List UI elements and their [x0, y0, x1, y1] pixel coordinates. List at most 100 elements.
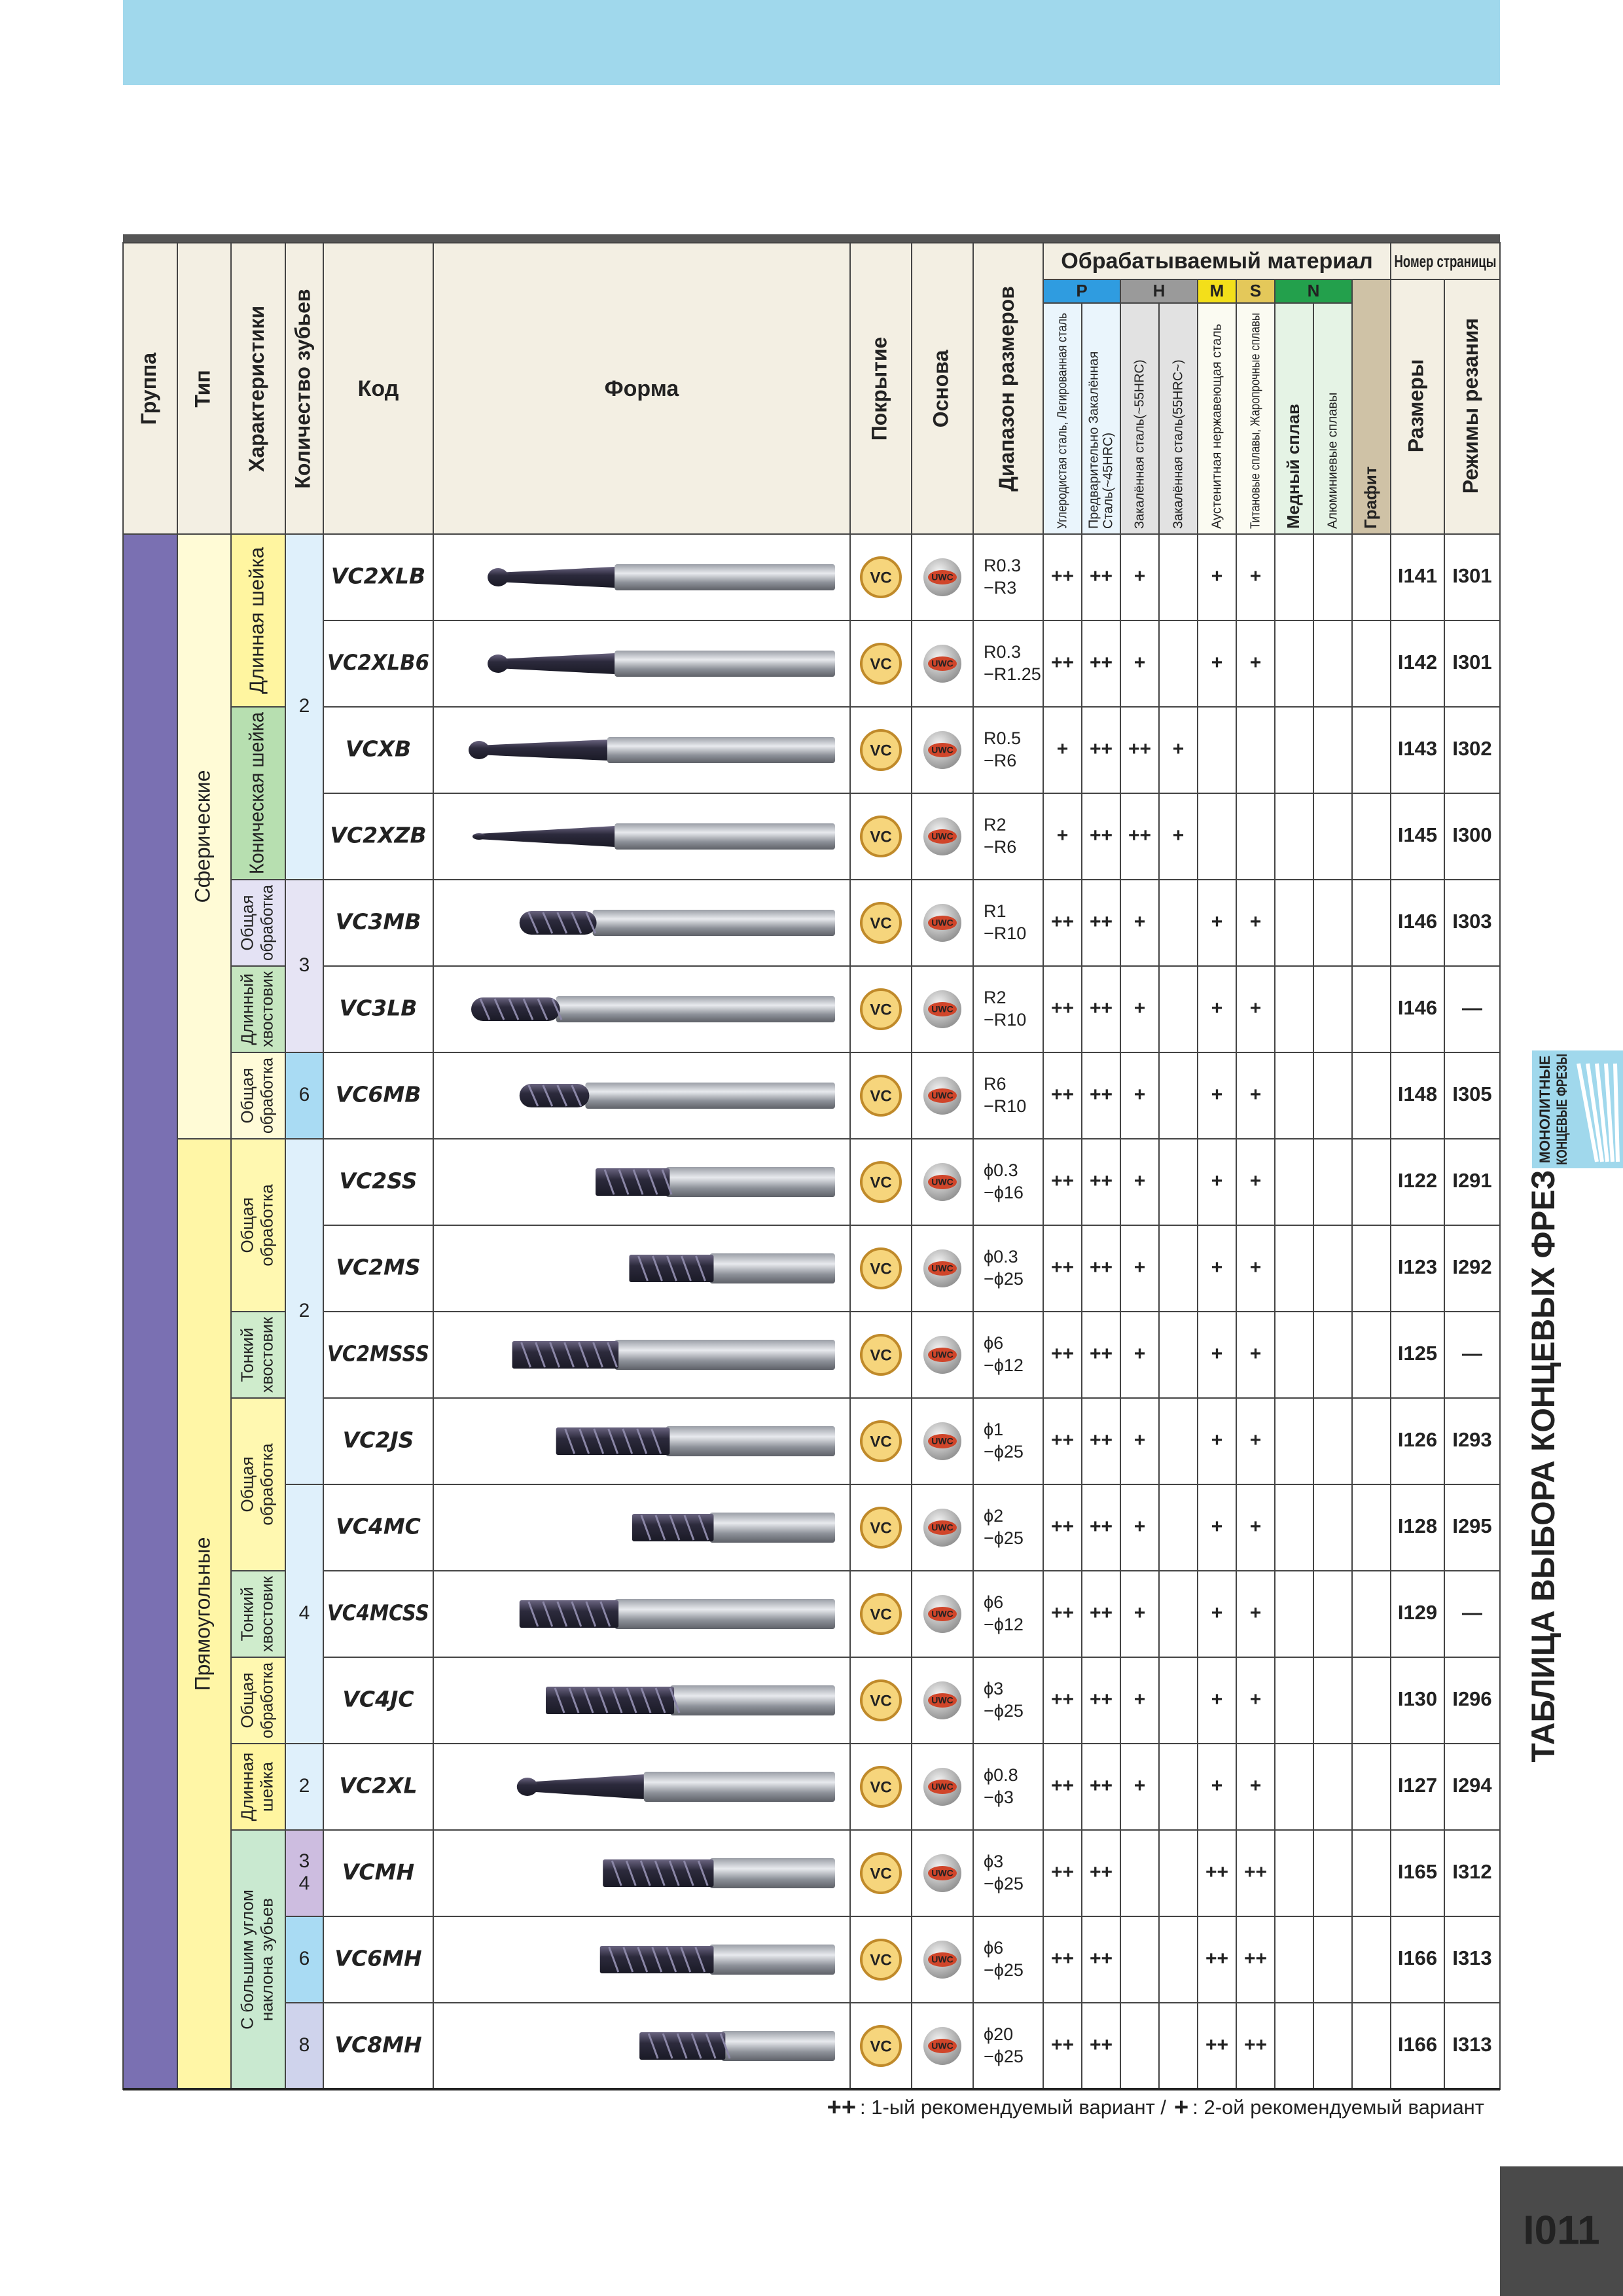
teeth-label: 2 — [299, 1775, 310, 1797]
feature-label: хвостовик — [257, 971, 276, 1047]
side-title: ТАБЛИЦА ВЫБОРА КОНЦЕВЫХ ФРЕЗ — [1525, 1170, 1561, 1763]
material-cell — [1351, 1743, 1391, 1831]
tool-flute — [564, 1428, 576, 1454]
tool-flute — [551, 998, 563, 1020]
row-cell — [972, 1138, 1044, 1226]
material-cell — [1236, 533, 1275, 621]
material-mark: ++ — [1090, 1602, 1113, 1624]
material-mark: + — [1211, 565, 1223, 587]
material-mark: + — [1211, 652, 1223, 673]
material-mark: + — [1211, 911, 1223, 933]
tool-flute — [611, 1860, 622, 1886]
material-mark: + — [1211, 1429, 1223, 1451]
coating-badge — [860, 1247, 902, 1289]
size-range: ϕ0.3 — [984, 1247, 1018, 1266]
tool-flute — [556, 912, 568, 934]
material-cell — [1351, 1138, 1391, 1226]
material-mark: + — [1211, 1689, 1223, 1710]
material-cell — [1236, 1829, 1275, 1917]
material-cell — [1313, 1829, 1353, 1917]
material-cell — [1158, 965, 1198, 1053]
material-mark: ++ — [1090, 2034, 1113, 2056]
material-cell — [1351, 1052, 1391, 1139]
tool-flute — [593, 1428, 605, 1454]
base-badge-core — [928, 1520, 957, 1535]
material-cell — [1043, 1484, 1082, 1571]
material-cell — [1274, 620, 1314, 708]
tool-flute — [639, 1860, 651, 1886]
teeth-label-cell — [285, 533, 324, 880]
tool-flute — [608, 1946, 620, 1973]
tool-flute — [632, 1169, 644, 1195]
feature-label: Общая — [237, 895, 257, 950]
teeth-label: 6 — [299, 1948, 310, 1969]
feature-label: обработка — [257, 1443, 276, 1526]
material-cell — [1158, 1311, 1198, 1399]
material-cell — [1236, 1743, 1275, 1831]
base-badge-core — [928, 1434, 957, 1448]
page-cutting: I292 — [1452, 1255, 1491, 1278]
material-cell — [1313, 1916, 1353, 2003]
teeth-label: 4 — [299, 1602, 310, 1624]
material-cell — [1158, 1397, 1198, 1485]
size-range: −ϕ25 — [984, 1269, 1024, 1289]
tool-cutter — [519, 911, 597, 935]
material-mark: + — [1134, 911, 1146, 933]
base-badge-label: UWC — [931, 1436, 953, 1446]
row-cell — [323, 1311, 434, 1399]
base-badge-label: UWC — [931, 1090, 953, 1101]
base-badge-label: UWC — [931, 658, 953, 669]
base-badge-core — [928, 743, 957, 757]
size-range: −ϕ25 — [984, 1874, 1024, 1893]
material-mark: + — [1250, 1170, 1262, 1192]
material-mark: ++ — [1244, 1861, 1267, 1883]
material-cell — [1043, 1916, 1082, 2003]
tool-tip — [516, 1778, 538, 1796]
tool-flute — [625, 1860, 637, 1886]
coating-badge-label: VC — [870, 655, 891, 673]
tool-neck — [526, 1774, 644, 1799]
material-mark: + — [1057, 738, 1069, 760]
page-sizes: I142 — [1398, 651, 1437, 673]
base-badge-core — [928, 1261, 957, 1276]
material-mark: ++ — [1051, 1170, 1074, 1192]
base-badge-core — [928, 1952, 957, 1967]
material-mark: ++ — [1090, 1948, 1113, 1969]
page-sizes: I141 — [1398, 564, 1437, 587]
material-mark: ++ — [1090, 1775, 1113, 1797]
material-title: Обрабатываемый материал — [1061, 249, 1372, 274]
material-cell — [1351, 533, 1391, 621]
size-range: −ϕ25 — [984, 2047, 1024, 2066]
product-code: VC8MH — [334, 2032, 421, 2058]
tool-flute — [683, 1860, 694, 1886]
material-cell — [1313, 620, 1353, 708]
type-label-cell — [177, 533, 232, 1139]
page-sizes: I125 — [1398, 1342, 1437, 1365]
material-mark: ++ — [1051, 1257, 1074, 1278]
feature-label: Общая — [237, 1672, 257, 1728]
material-cell — [1081, 1311, 1121, 1399]
material-mark: + — [1250, 652, 1262, 673]
tool-flute — [563, 1342, 575, 1368]
material-cell — [1274, 1225, 1314, 1312]
tool-shank — [615, 1340, 835, 1370]
material-mark: ++ — [1090, 1689, 1113, 1710]
material-cell — [1158, 1052, 1198, 1139]
size-range: −ϕ25 — [984, 1960, 1024, 1980]
feature-label: Общая — [237, 1067, 257, 1123]
base-badge-label: UWC — [931, 572, 953, 583]
col-header-group-cell — [122, 242, 178, 535]
material-mark: + — [1211, 1084, 1223, 1105]
tool-flute — [694, 1946, 706, 1973]
base-badge-label: UWC — [931, 745, 953, 755]
material-mark: ++ — [1090, 652, 1113, 673]
tool-flute — [527, 1085, 539, 1107]
teeth-label: 4 — [299, 1873, 310, 1894]
product-code: VC2XLB6 — [327, 650, 429, 675]
tool-cutter — [519, 1084, 590, 1107]
page-number-box — [1500, 2166, 1623, 2296]
material-mark: + — [1250, 1343, 1262, 1365]
material-cell — [1120, 1570, 1160, 1658]
tool-flute — [585, 1601, 597, 1627]
side-tab-label: КОНЦЕВЫЕ ФРЕЗЫ — [1554, 1054, 1570, 1165]
